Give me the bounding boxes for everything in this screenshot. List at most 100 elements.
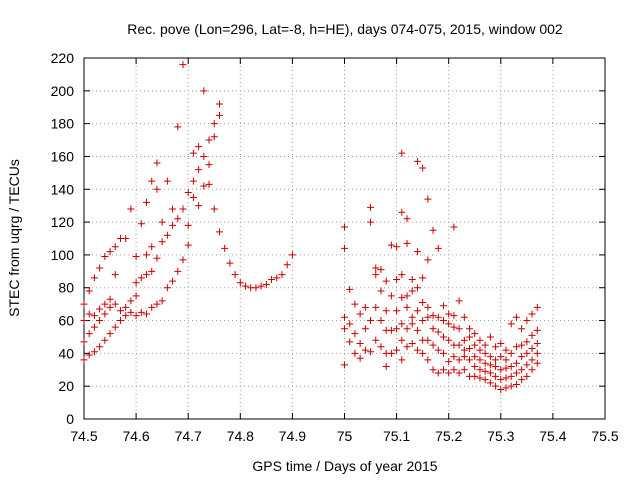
data-point [398, 149, 406, 157]
data-point [106, 330, 114, 338]
data-point [189, 177, 197, 185]
data-point [486, 379, 494, 387]
data-point [195, 143, 203, 151]
y-tick-label: 220 [51, 50, 75, 66]
data-point [424, 336, 432, 344]
data-point [80, 300, 88, 308]
data-point [424, 256, 432, 264]
data-point [101, 336, 109, 344]
data-point [403, 292, 411, 300]
y-axis-label: STEC from uqrg / TECUs [6, 159, 22, 317]
data-point [377, 287, 385, 295]
data-point [158, 238, 166, 246]
data-point [143, 310, 151, 318]
data-point [163, 177, 171, 185]
data-point [528, 344, 536, 352]
data-point [106, 303, 114, 311]
data-point [377, 317, 385, 325]
data-point [460, 336, 468, 344]
data-point [367, 218, 375, 226]
data-point [132, 312, 140, 320]
data-point [492, 343, 500, 351]
data-point [148, 303, 156, 311]
data-point [419, 274, 427, 282]
data-point [132, 292, 140, 300]
data-point [387, 326, 395, 334]
data-point [356, 340, 364, 348]
data-point [512, 343, 520, 351]
data-point [486, 369, 494, 377]
data-point [106, 295, 114, 303]
data-point [439, 366, 447, 374]
data-point [184, 221, 192, 229]
data-point [450, 312, 458, 320]
data-point [533, 349, 541, 357]
data-point [413, 346, 421, 354]
data-point [455, 356, 463, 364]
data-point [367, 348, 375, 356]
data-point [486, 353, 494, 361]
data-point [158, 218, 166, 226]
data-point [143, 251, 151, 259]
y-tick-label: 80 [58, 280, 74, 296]
data-point [356, 310, 364, 318]
data-points [80, 61, 541, 393]
data-point [439, 333, 447, 341]
data-point [419, 349, 427, 357]
data-point [512, 313, 520, 321]
data-point [184, 241, 192, 249]
data-point [189, 149, 197, 157]
data-point [445, 358, 453, 366]
data-point [408, 340, 416, 348]
data-point [387, 241, 395, 249]
data-point [96, 317, 104, 325]
data-point [434, 244, 442, 252]
data-point [481, 349, 489, 357]
data-point [403, 325, 411, 333]
data-point [226, 259, 234, 267]
data-point [132, 253, 140, 261]
data-point [413, 284, 421, 292]
data-point [372, 271, 380, 279]
data-point [429, 325, 437, 333]
x-tick-label: 75.2 [435, 428, 462, 444]
data-point [215, 100, 223, 108]
data-point [215, 111, 223, 119]
data-point [111, 323, 119, 331]
data-point [221, 244, 229, 252]
data-point [476, 366, 484, 374]
data-point [195, 166, 203, 174]
data-point [367, 203, 375, 211]
data-point [528, 356, 536, 364]
data-point [429, 341, 437, 349]
data-point [492, 356, 500, 364]
data-point [372, 303, 380, 311]
data-point [393, 346, 401, 354]
x-tick-label: 75.1 [383, 428, 410, 444]
data-point [528, 366, 536, 374]
x-axis-label: GPS time / Days of year 2015 [252, 458, 437, 474]
data-point [111, 271, 119, 279]
y-tick-label: 40 [58, 345, 74, 361]
data-point [429, 312, 437, 320]
data-point [518, 366, 526, 374]
data-point [361, 325, 369, 333]
data-point [387, 292, 395, 300]
data-point [85, 287, 93, 295]
data-point [163, 231, 171, 239]
data-point [481, 367, 489, 375]
data-point [361, 346, 369, 354]
data-point [127, 308, 135, 316]
data-point [148, 177, 156, 185]
data-point [346, 285, 354, 293]
data-point [502, 374, 510, 382]
data-point [413, 157, 421, 165]
data-point [200, 182, 208, 190]
data-point [148, 267, 156, 275]
x-tick-label: 74.8 [227, 428, 254, 444]
data-point [523, 372, 531, 380]
data-point [512, 369, 520, 377]
data-point [408, 287, 416, 295]
data-point [413, 307, 421, 315]
data-point [174, 123, 182, 131]
